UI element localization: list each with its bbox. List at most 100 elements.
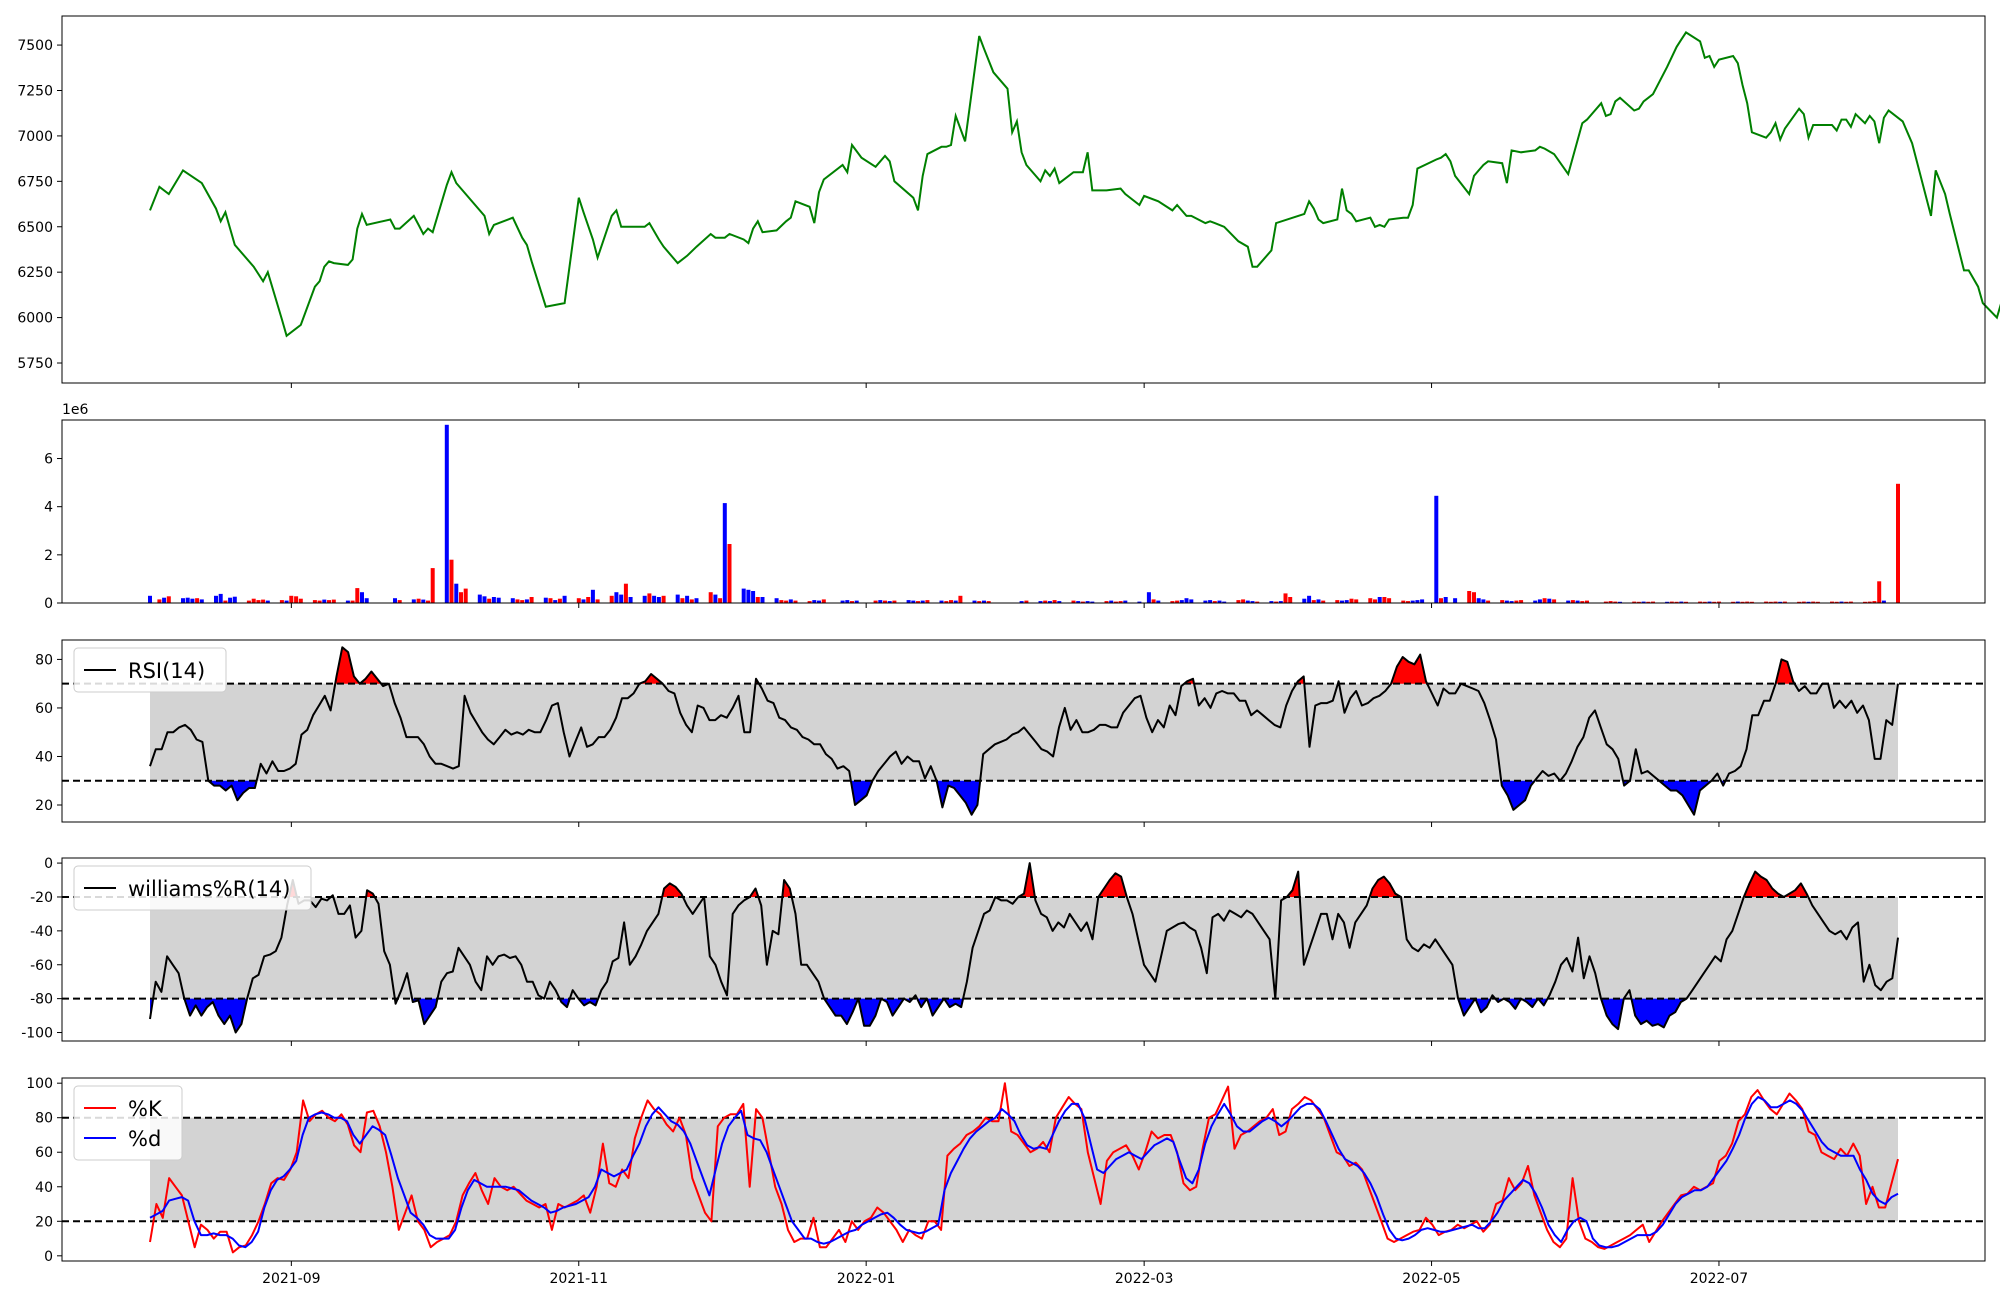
williams-overbought-fill xyxy=(289,863,1809,897)
rsi-panel: 20 40 60 80 RSI(14) xyxy=(35,639,1986,827)
volume-bar xyxy=(590,589,595,603)
volume-bar xyxy=(1156,600,1161,603)
volume-bar xyxy=(1674,601,1679,603)
volume-bar xyxy=(581,599,586,603)
volume-bar xyxy=(1019,601,1024,603)
volume-bar xyxy=(1269,601,1274,603)
volume-bar xyxy=(708,592,713,603)
volume-bar xyxy=(416,598,421,603)
volume-bar xyxy=(972,600,977,603)
williams-ytick-label: -60 xyxy=(30,958,53,974)
price-ytick-label: 5750 xyxy=(17,356,53,372)
volume-bar xyxy=(1052,600,1057,603)
volume-offset-text: 1e6 xyxy=(62,402,89,418)
volume-bar xyxy=(1768,601,1773,603)
volume-bar xyxy=(576,598,581,603)
volume-bar xyxy=(426,600,430,603)
volume-bar xyxy=(1486,600,1491,603)
rsi-series-line-0 xyxy=(149,646,1899,816)
volume-bar xyxy=(614,592,619,603)
volume-bar xyxy=(1340,600,1344,603)
volume-bar xyxy=(454,583,459,603)
volume-bar xyxy=(680,598,685,603)
volume-bar xyxy=(812,600,817,603)
volume-bar xyxy=(1085,601,1090,603)
volume-bar xyxy=(482,596,487,603)
volume-bar xyxy=(463,588,468,603)
volume-bar xyxy=(1570,600,1575,603)
volume-bar xyxy=(1241,599,1246,603)
volume-bar xyxy=(1410,600,1415,603)
volume-bar xyxy=(1453,598,1458,603)
rsi-ytick-label: 40 xyxy=(35,749,53,765)
volume-bar xyxy=(393,598,397,603)
volume-bar xyxy=(256,600,261,603)
volume-bar xyxy=(1618,601,1622,603)
stochastic-panel: 0 20 40 60 80 100 2021-09 2021-11 2022-01 2022-03… xyxy=(26,1076,1986,1287)
volume-bar xyxy=(1024,600,1029,603)
volume-bar xyxy=(1679,601,1684,603)
volume-bar xyxy=(1368,598,1373,603)
stochastic-ytick-label: 40 xyxy=(35,1180,53,1196)
stochastic-neutral-band xyxy=(150,1117,1898,1222)
volume-bar xyxy=(223,600,228,603)
volume-bar xyxy=(694,598,699,603)
volume-bar xyxy=(689,599,694,603)
volume-bar xyxy=(1684,601,1688,603)
volume-bar xyxy=(1782,601,1787,603)
volume-bar xyxy=(1189,599,1194,603)
volume-bar xyxy=(647,593,652,603)
stochastic-legend-label: %d xyxy=(128,1127,161,1151)
volume-bar xyxy=(1071,600,1076,603)
volume-bar xyxy=(642,595,647,603)
price-ytick-label: 6750 xyxy=(17,174,53,190)
volume-bar xyxy=(661,595,666,603)
volume-bar xyxy=(1745,601,1750,603)
volume-bar xyxy=(261,599,266,603)
volume-bar xyxy=(487,598,492,603)
volume-bar xyxy=(1632,601,1637,603)
volume-bar xyxy=(845,600,850,603)
volume-bar xyxy=(289,595,294,603)
volume-bar xyxy=(1038,601,1043,603)
volume-bar xyxy=(925,600,930,603)
volume-bar xyxy=(228,597,233,603)
volume-bar xyxy=(1278,601,1283,603)
price-frame xyxy=(61,15,1986,384)
volume-bar xyxy=(1443,597,1448,603)
volume-bar xyxy=(1764,601,1769,603)
volume-bar xyxy=(887,601,892,603)
williams-oversold-fill xyxy=(150,998,1687,1033)
williams-legend-label: williams%R(14) xyxy=(128,877,290,901)
volume-bar xyxy=(284,600,289,603)
volume-bar xyxy=(920,600,925,603)
volume-bar xyxy=(1043,600,1048,603)
volume-bar xyxy=(214,595,218,603)
volume-bar xyxy=(1806,601,1811,603)
volume-bar xyxy=(1307,595,1312,603)
volume-bar xyxy=(1335,600,1340,603)
volume-ytick-label: 0 xyxy=(44,596,53,612)
stochastic-frame xyxy=(61,1077,1986,1262)
volume-bar xyxy=(496,597,501,603)
volume-bar xyxy=(916,601,920,603)
volume-bar xyxy=(784,600,789,603)
price-ytick-label: 6250 xyxy=(17,265,53,281)
volume-bar xyxy=(1420,599,1425,603)
volume-bar xyxy=(1311,600,1316,603)
volume-bar xyxy=(557,598,562,603)
volume-bar xyxy=(1302,598,1307,603)
volume-bar xyxy=(444,424,449,603)
volume-bar xyxy=(1344,600,1349,603)
xtick-label: 2022-01 xyxy=(837,1271,896,1287)
volume-bar xyxy=(1735,601,1740,603)
volume-bar xyxy=(185,597,190,603)
stochastic-legend xyxy=(73,1085,183,1161)
volume-bar xyxy=(1349,598,1354,603)
volume-bar xyxy=(265,600,270,603)
volume-bar xyxy=(1170,601,1175,603)
volume-bar xyxy=(1354,599,1359,603)
volume-bar xyxy=(190,598,195,603)
volume-bar xyxy=(232,596,237,603)
price-ytick-label: 6000 xyxy=(17,311,53,327)
